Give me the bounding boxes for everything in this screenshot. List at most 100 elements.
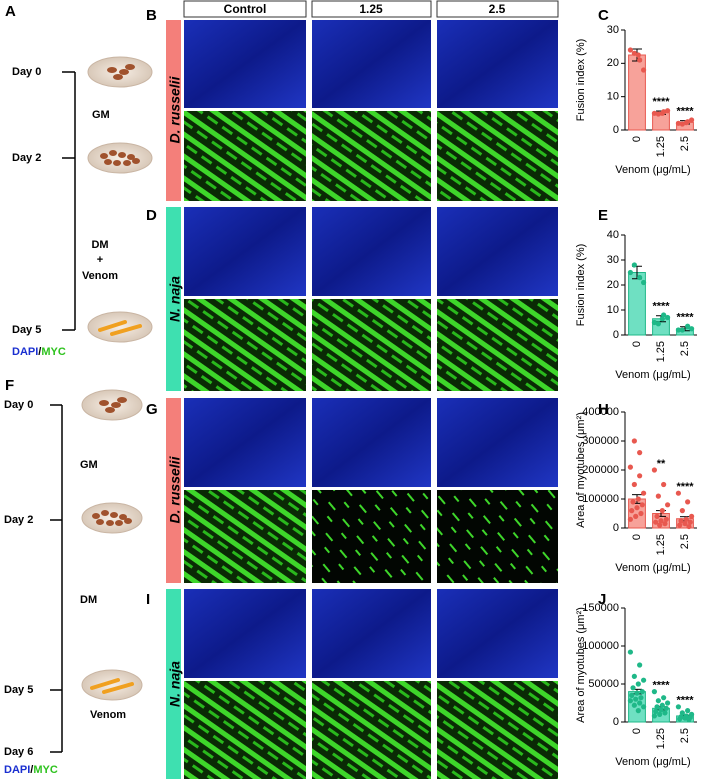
data-point [653, 708, 659, 714]
y-tick-label: 30 [607, 24, 619, 36]
micrograph [312, 681, 431, 779]
data-point [635, 681, 641, 687]
data-point [634, 505, 640, 511]
data-point [657, 522, 663, 528]
data-point [657, 711, 663, 718]
x-tick-label: 0 [631, 534, 643, 540]
data-point [637, 662, 643, 668]
data-point [641, 67, 647, 73]
micrograph [184, 681, 306, 779]
data-point [663, 705, 669, 711]
significance: **** [676, 106, 694, 118]
row-bar [166, 207, 181, 391]
x-axis-label: Venom (μg/mL) [615, 369, 690, 381]
day-label: Day 0 [12, 66, 41, 78]
day-label: Day 6 [4, 746, 33, 758]
data-point [678, 518, 684, 524]
micrograph [312, 20, 431, 108]
stain-myc: MYC [41, 346, 66, 358]
data-point [635, 52, 641, 58]
x-tick-label: 2.5 [679, 728, 691, 743]
significance: **** [652, 680, 670, 692]
data-point [675, 704, 682, 710]
data-point [635, 708, 641, 714]
y-tick-label: 50000 [588, 678, 619, 690]
data-point [685, 323, 691, 329]
row-bar [166, 20, 181, 201]
data-point [665, 502, 671, 508]
data-point [662, 521, 668, 527]
panel-letter: J [598, 591, 606, 608]
data-point [675, 490, 682, 496]
data-point [637, 274, 643, 281]
micrograph [437, 398, 558, 487]
x-tick-label: 1.25 [655, 534, 667, 555]
data-point [685, 708, 691, 714]
day-label: Day 5 [4, 684, 33, 696]
column-header: Control [224, 2, 267, 16]
data-point [637, 700, 643, 706]
data-point [683, 516, 689, 522]
data-point [679, 121, 685, 127]
data-point [675, 120, 682, 126]
significance: ** [657, 458, 666, 470]
x-axis-label: Venom (μg/mL) [615, 756, 690, 768]
y-tick-label: 0 [613, 522, 619, 534]
data-point [631, 50, 637, 56]
data-point [654, 513, 660, 520]
row-bar [166, 589, 181, 779]
data-point [679, 327, 685, 333]
stain-slash: / [38, 346, 41, 358]
data-point [641, 704, 647, 710]
data-point [633, 696, 639, 702]
data-point [661, 481, 667, 488]
data-point [683, 120, 689, 126]
x-axis-label: Venom (μg/mL) [615, 562, 690, 574]
data-point [658, 707, 664, 713]
significance: **** [676, 695, 694, 707]
significance: **** [676, 312, 694, 324]
panel-letter: C [598, 7, 609, 24]
panel-letter: E [598, 207, 608, 224]
data-point [655, 321, 661, 327]
data-point [655, 493, 661, 499]
y-tick-label: 10 [607, 91, 619, 103]
significance: **** [652, 96, 670, 108]
panel-letter: H [598, 401, 609, 418]
micrograph [437, 589, 558, 678]
data-point [659, 702, 665, 708]
stain-myc: MYC [33, 764, 58, 776]
data-point [629, 692, 635, 699]
y-tick-label: 0 [613, 716, 619, 728]
stage-label: Venom [90, 709, 126, 721]
y-tick-label: 300000 [582, 435, 619, 447]
x-tick-label: 2.5 [679, 136, 691, 151]
micrograph [184, 490, 306, 583]
column-header: 1.25 [359, 2, 383, 16]
data-point [663, 516, 669, 522]
panel-letter: I [146, 591, 150, 608]
data-point [631, 673, 637, 680]
y-tick-label: 20 [607, 279, 619, 291]
data-point [638, 510, 644, 517]
column-header-box [436, 0, 559, 18]
day-label: Day 2 [4, 514, 33, 526]
data-point [655, 111, 661, 117]
timeline-f: Day 0 Day 2 Day 5 Day 6 GM DM Venom DAPI… [4, 389, 143, 776]
data-point [627, 516, 634, 522]
stage-label: GM [80, 459, 98, 471]
data-point [659, 110, 665, 116]
panel-letter: D [146, 207, 157, 224]
data-point [635, 496, 641, 502]
data-point [631, 438, 637, 444]
micrograph [184, 398, 306, 487]
y-tick-label: 100000 [582, 640, 619, 652]
micrograph [312, 589, 431, 678]
y-tick-label: 100000 [582, 493, 619, 505]
y-axis-label: Area of myotubes (μm²) [575, 607, 587, 723]
panel-letter: B [146, 7, 157, 24]
data-point [659, 508, 665, 514]
data-point [641, 279, 647, 286]
micrograph [437, 207, 558, 296]
data-point [637, 450, 643, 456]
